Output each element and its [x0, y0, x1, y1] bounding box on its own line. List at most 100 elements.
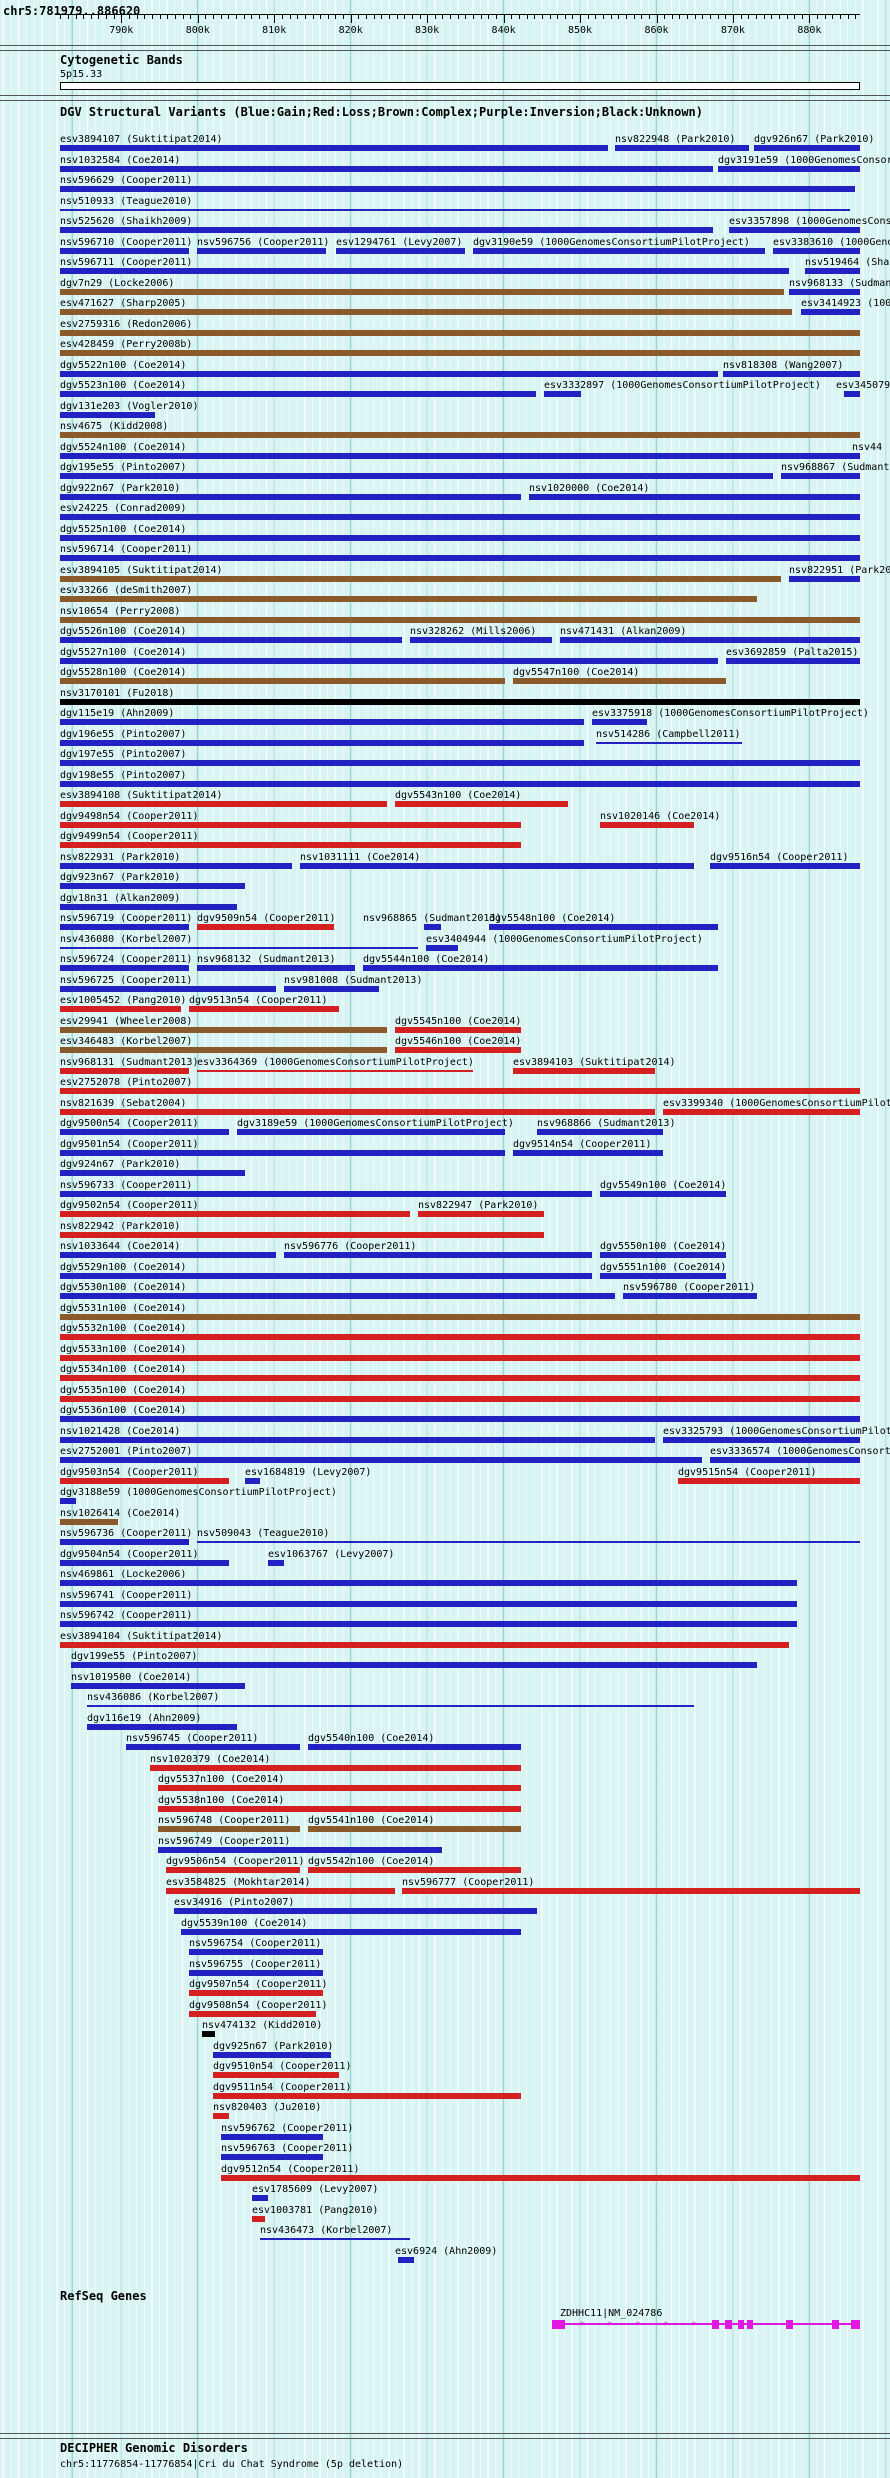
variant-label[interactable]: esv3332897 (1000GenomesConsortiumPilotPr…	[544, 380, 821, 391]
variant-label[interactable]: dgv923n67 (Park2010)	[60, 872, 181, 883]
variant-bar-dgv9501n54[interactable]	[60, 1149, 505, 1156]
variant-label[interactable]: dgv9509n54 (Cooper2011)	[197, 913, 336, 924]
variant-label[interactable]: esv1684819 (Levy2007)	[245, 1466, 372, 1478]
variant-bar-dgv131e203[interactable]	[60, 411, 155, 418]
variant-bar-nsv510933[interactable]	[60, 208, 850, 211]
variant-label[interactable]: nsv436473 (Korbel2007)	[260, 2225, 393, 2236]
variant-label[interactable]: dgv9501n54 (Cooper2011)	[60, 1138, 199, 1150]
variant-bar-dgv5544n100[interactable]	[363, 965, 718, 971]
variant-bar-dgv3191e59[interactable]	[718, 165, 860, 172]
variant-bar-dgv5549n100[interactable]	[600, 1190, 726, 1197]
variant-label[interactable]: nsv596749 (Cooper2011)	[158, 1835, 291, 1847]
gene-exon[interactable]	[832, 2320, 839, 2329]
variant-label[interactable]: dgv9502n54 (Cooper2011)	[60, 1200, 199, 1211]
variant-bar-dgv5530n100[interactable]	[60, 1293, 615, 1299]
variant-bar-nsv596780[interactable]	[623, 1293, 757, 1299]
variant-bar-nsv474132[interactable]	[202, 2031, 215, 2037]
variant-label[interactable]: nsv328262 (Mills2006)	[410, 626, 537, 637]
variant-label[interactable]: dgv9516n54 (Cooper2011)	[710, 851, 849, 863]
variant-bar-nsv1021428[interactable]	[60, 1436, 655, 1443]
variant-bar-dgv5537n100[interactable]	[158, 1785, 521, 1791]
variant-bar-nsv1026414[interactable]	[60, 1518, 118, 1525]
variant-bar-nsv596754[interactable]	[189, 1949, 323, 1955]
variant-bar-dgv115e19[interactable]	[60, 719, 584, 725]
variant-label[interactable]: dgv3191e59 (1000GenomesConsortiumPilotPr…	[718, 154, 890, 166]
variant-bar-esv3383610[interactable]	[773, 247, 860, 254]
variant-label[interactable]: nsv471431 (Alkan2009)	[560, 626, 687, 637]
variant-label[interactable]: dgv131e203 (Vogler2010)	[60, 400, 199, 412]
variant-label[interactable]: nsv596780 (Cooper2011)	[623, 1282, 756, 1293]
variant-bar-nsv596711[interactable]	[60, 268, 789, 274]
variant-bar-nsv822948[interactable]	[615, 145, 749, 151]
gene-label[interactable]: ZDHHC11|NM_024786	[560, 2308, 663, 2319]
variant-bar-esv6924[interactable]	[398, 2256, 414, 2263]
variant-bar-dgv5525n100[interactable]	[60, 534, 860, 541]
variant-label[interactable]: dgv5538n100 (Coe2014)	[158, 1794, 285, 1806]
variant-label[interactable]: dgv5541n100 (Coe2014)	[308, 1815, 435, 1826]
variant-bar-nsv596741[interactable]	[60, 1600, 797, 1607]
variant-label[interactable]: dgv199e55 (Pinto2007)	[71, 1651, 198, 1662]
variant-label[interactable]: nsv436086 (Korbel2007)	[87, 1692, 220, 1703]
variant-label[interactable]: dgv9510n54 (Cooper2011)	[213, 2061, 352, 2072]
variant-bar-nsv3170101[interactable]	[60, 698, 860, 705]
variant-bar-dgv922n67[interactable]	[60, 493, 521, 500]
variant-bar-nsv596736[interactable]	[60, 1539, 189, 1545]
gene-exon[interactable]	[738, 2320, 744, 2329]
variant-label[interactable]: esv428459 (Perry2008b)	[60, 339, 193, 350]
variant-label[interactable]: dgv5551n100 (Coe2014)	[600, 1261, 727, 1273]
variant-bar-dgv195e55[interactable]	[60, 473, 773, 479]
variant-bar-esv3894108[interactable]	[60, 801, 387, 807]
variant-label[interactable]: nsv596629 (Cooper2011)	[60, 175, 193, 186]
variant-label[interactable]: nsv514286 (Campbell2011)	[596, 728, 741, 740]
variant-bar-nsv596763[interactable]	[221, 2154, 323, 2160]
variant-label[interactable]: dgv5529n100 (Coe2014)	[60, 1261, 187, 1273]
variant-bar-nsv968865[interactable]	[424, 924, 441, 930]
variant-bar-nsv1020146[interactable]	[600, 821, 694, 828]
variant-bar-esv3325793[interactable]	[663, 1436, 860, 1443]
variant-bar-esv3584825[interactable]	[166, 1887, 395, 1894]
variant-label[interactable]: dgv5535n100 (Coe2014)	[60, 1384, 187, 1396]
variant-bar-dgv3190e59[interactable]	[473, 247, 765, 254]
variant-label[interactable]: nsv596725 (Cooper2011)	[60, 974, 193, 986]
variant-label[interactable]: dgv9515n54 (Cooper2011)	[678, 1466, 817, 1478]
variant-bar-dgv196e55[interactable]	[60, 739, 584, 746]
variant-bar-nsv436086[interactable]	[87, 1705, 694, 1707]
variant-label[interactable]: dgv5540n100 (Coe2014)	[308, 1733, 435, 1744]
variant-bar-dgv9507n54[interactable]	[189, 1990, 323, 1996]
variant-label[interactable]: dgv5545n100 (Coe2014)	[395, 1015, 522, 1027]
variant-bar-dgv9499n54[interactable]	[60, 842, 521, 848]
variant-bar-nsv596756[interactable]	[197, 247, 326, 254]
variant-label[interactable]: nsv474132 (Kidd2010)	[202, 2020, 323, 2031]
variant-bar-dgv5528n100[interactable]	[60, 678, 505, 684]
variant-label[interactable]: esv2752001 (Pinto2007)	[60, 1446, 193, 1457]
variant-bar-dgv5539n100[interactable]	[181, 1928, 521, 1935]
variant-bar-esv34916[interactable]	[174, 1908, 537, 1914]
variant-label[interactable]: nsv3170101 (Fu2018)	[60, 687, 175, 699]
variant-bar-nsv818308[interactable]	[723, 370, 860, 377]
variant-label[interactable]: esv24225 (Conrad2009)	[60, 503, 187, 514]
variant-label[interactable]: dgv5522n100 (Coe2014)	[60, 359, 187, 371]
variant-label[interactable]: nsv820403 (Ju2010)	[213, 2102, 322, 2113]
gene-exon[interactable]	[725, 2320, 732, 2329]
variant-label[interactable]: dgv9511n54 (Cooper2011)	[213, 2081, 352, 2093]
variant-bar-nsv596776[interactable]	[284, 1252, 592, 1258]
variant-label[interactable]: nsv509043 (Teague2010)	[197, 1528, 330, 1539]
variant-label[interactable]: nsv1019500 (Coe2014)	[71, 1671, 192, 1683]
variant-bar-nsv596724[interactable]	[60, 965, 189, 971]
variant-bar-dgv924n67[interactable]	[60, 1170, 245, 1176]
variant-bar-nsv1020379[interactable]	[150, 1764, 521, 1771]
variant-label[interactable]: dgv5547n100 (Coe2014)	[513, 667, 640, 678]
variant-label[interactable]: dgv3189e59 (1000GenomesConsortiumPilotPr…	[237, 1118, 514, 1129]
variant-label[interactable]: esv3692859 (Palta2015)	[726, 646, 859, 658]
variant-bar-nsv525620[interactable]	[60, 227, 713, 233]
variant-label[interactable]: esv3414923 (1000GenomesConsortiumPilotPr…	[801, 298, 890, 309]
variant-bar-dgv9502n54[interactable]	[60, 1211, 410, 1217]
variant-label[interactable]: esv3894107 (Suktitipat2014)	[60, 134, 223, 145]
variant-label[interactable]: nsv1031111 (Coe2014)	[300, 851, 421, 863]
variant-bar-nsv968132[interactable]	[197, 965, 355, 971]
variant-bar-nsv822931[interactable]	[60, 862, 292, 869]
variant-label[interactable]: nsv822947 (Park2010)	[418, 1200, 539, 1211]
variant-bar-nsv596710[interactable]	[60, 247, 189, 254]
variant-label[interactable]: dgv9513n54 (Cooper2011)	[189, 995, 328, 1006]
variant-bar-esv3375918[interactable]	[592, 719, 647, 725]
